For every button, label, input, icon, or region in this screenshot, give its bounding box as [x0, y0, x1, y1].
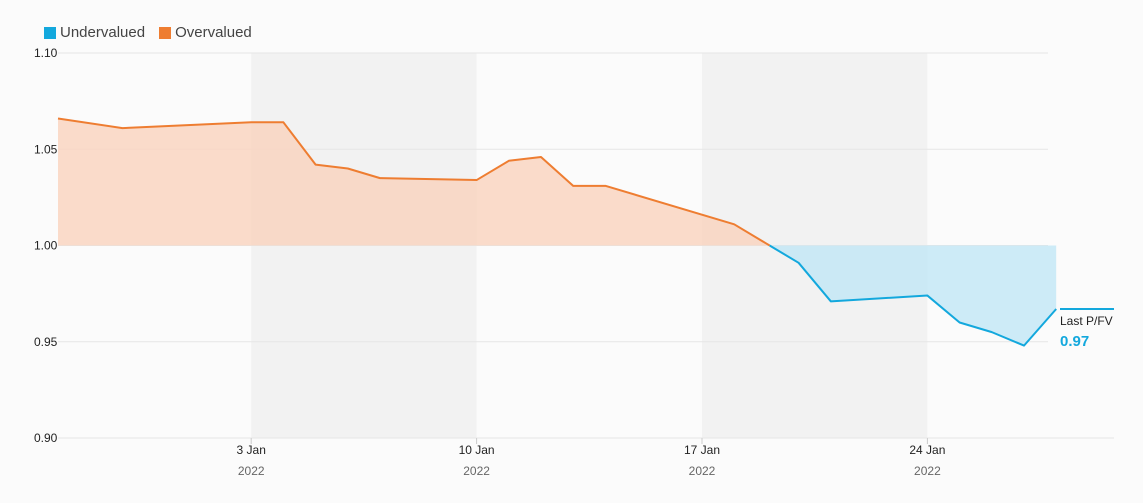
legend: Undervalued Overvalued — [44, 24, 252, 41]
overvalued-area — [58, 118, 770, 246]
y-tick-label: 0.90 — [34, 431, 58, 445]
x-tick-label: 24 Jan — [909, 443, 945, 457]
legend-label-overvalued: Overvalued — [175, 24, 252, 41]
x-tick-year: 2022 — [689, 464, 716, 478]
legend-label-undervalued: Undervalued — [60, 24, 146, 41]
last-pfv-value: 0.97 — [1060, 333, 1089, 350]
x-tick-year: 2022 — [238, 464, 265, 478]
y-tick-label: 0.95 — [34, 335, 58, 349]
overvalued-swatch-icon — [159, 26, 172, 39]
undervalued-swatch-icon — [44, 26, 56, 39]
last-pfv-label: Last P/FV — [1060, 314, 1113, 328]
undervalued-line — [769, 244, 1057, 347]
legend-item-overvalued[interactable]: Overvalued — [159, 24, 252, 41]
x-tick-label: 10 Jan — [459, 443, 495, 457]
y-tick-label: 1.10 — [34, 46, 58, 60]
x-tick-label: 17 Jan — [684, 443, 720, 457]
x-tick-year: 2022 — [463, 464, 490, 478]
x-tick-year: 2022 — [914, 464, 941, 478]
y-tick-label: 1.00 — [34, 239, 58, 253]
y-tick-label: 1.05 — [34, 142, 58, 156]
legend-item-undervalued[interactable]: Undervalued — [44, 24, 145, 41]
overvalued-line — [57, 117, 771, 247]
x-tick-label: 3 Jan — [237, 443, 266, 457]
